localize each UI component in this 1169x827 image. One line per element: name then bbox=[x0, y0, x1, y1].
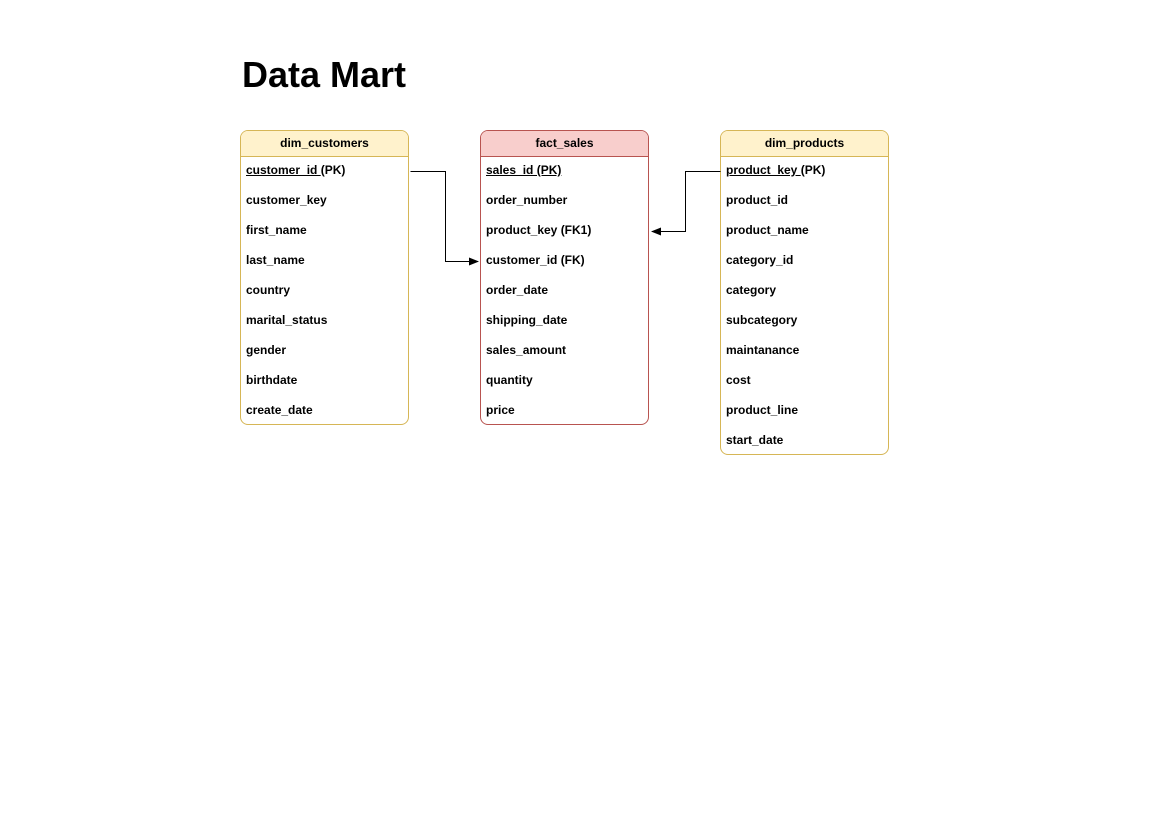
column-row[interactable]: product_key (FK1) bbox=[481, 217, 648, 247]
column-name: product_id bbox=[726, 193, 788, 207]
column-row[interactable]: last_name bbox=[241, 247, 408, 277]
column-name: create_date bbox=[246, 403, 313, 417]
column-name: customer_id (FK) bbox=[486, 253, 585, 267]
column-name: country bbox=[246, 283, 291, 297]
column-row[interactable]: quantity bbox=[481, 367, 648, 397]
key-column-name: customer_id bbox=[246, 163, 321, 177]
column-name: order_date bbox=[486, 283, 549, 297]
column-row[interactable]: category bbox=[721, 277, 888, 307]
column-name: start_date bbox=[726, 433, 784, 447]
column-name: customer_key bbox=[246, 193, 327, 207]
column-row[interactable]: order_date bbox=[481, 277, 648, 307]
column-name: subcategory bbox=[726, 313, 798, 327]
column-row[interactable]: price bbox=[481, 397, 648, 424]
column-name: product_key (FK1) bbox=[486, 223, 592, 237]
column-name: quantity bbox=[486, 373, 533, 387]
column-row[interactable]: product_line bbox=[721, 397, 888, 427]
column-row[interactable]: start_date bbox=[721, 427, 888, 454]
table-dim-products[interactable]: dim_products product_key (PK) product_id p… bbox=[720, 130, 889, 455]
column-row[interactable]: product_id bbox=[721, 187, 888, 217]
table-header-dim-customers[interactable]: dim_customers bbox=[241, 131, 408, 157]
column-row[interactable]: customer_id (PK) bbox=[241, 157, 408, 187]
column-row[interactable]: first_name bbox=[241, 217, 408, 247]
column-row[interactable]: gender bbox=[241, 337, 408, 367]
column-name: birthdate bbox=[246, 373, 298, 387]
page-title: Data Mart bbox=[242, 54, 407, 95]
column-list-fact-sales: sales_id (PK) order_number product_key (FK… bbox=[481, 157, 648, 424]
column-name: gender bbox=[246, 343, 287, 357]
column-name: last_name bbox=[246, 253, 305, 267]
column-row[interactable]: shipping_date bbox=[481, 307, 648, 337]
column-name: product_line bbox=[726, 403, 799, 417]
column-name: category bbox=[726, 283, 777, 297]
table-dim-customers[interactable]: dim_customers customer_id (PK) customer_k… bbox=[240, 130, 409, 425]
connector-customer-to-sales[interactable] bbox=[410, 171, 479, 266]
column-name: (PK) bbox=[320, 163, 346, 177]
column-name: first_name bbox=[246, 223, 307, 237]
column-name: maintanance bbox=[726, 343, 800, 357]
table-header-fact-sales[interactable]: fact_sales bbox=[481, 131, 648, 157]
column-row[interactable]: customer_key bbox=[241, 187, 408, 217]
column-name: sales_amount bbox=[486, 343, 567, 357]
column-row[interactable]: category_id bbox=[721, 247, 888, 277]
column-row[interactable]: birthdate bbox=[241, 367, 408, 397]
column-row[interactable]: product_name bbox=[721, 217, 888, 247]
column-row[interactable]: order_number bbox=[481, 187, 648, 217]
column-row[interactable]: subcategory bbox=[721, 307, 888, 337]
table-header-dim-products[interactable]: dim_products bbox=[721, 131, 888, 157]
column-name: cost bbox=[726, 373, 751, 387]
column-row[interactable]: marital_status bbox=[241, 307, 408, 337]
column-row[interactable]: maintanance bbox=[721, 337, 888, 367]
key-column-name: product_key bbox=[726, 163, 801, 177]
column-row[interactable]: create_date bbox=[241, 397, 408, 424]
column-row[interactable]: customer_id (FK) bbox=[481, 247, 648, 277]
column-name: (PK) bbox=[800, 163, 826, 177]
column-row[interactable]: cost bbox=[721, 367, 888, 397]
column-name: order_number bbox=[486, 193, 568, 207]
connector-product-to-sales[interactable] bbox=[651, 171, 721, 236]
column-row[interactable]: sales_id (PK) bbox=[481, 157, 648, 187]
column-row[interactable]: product_key (PK) bbox=[721, 157, 888, 187]
column-row[interactable]: sales_amount bbox=[481, 337, 648, 367]
column-name: shipping_date bbox=[486, 313, 568, 327]
key-column-name: sales_id (PK) bbox=[486, 163, 562, 177]
column-name: price bbox=[486, 403, 515, 417]
column-name: category_id bbox=[726, 253, 794, 267]
column-row[interactable]: country bbox=[241, 277, 408, 307]
column-name: product_name bbox=[726, 223, 809, 237]
column-name: marital_status bbox=[246, 313, 328, 327]
